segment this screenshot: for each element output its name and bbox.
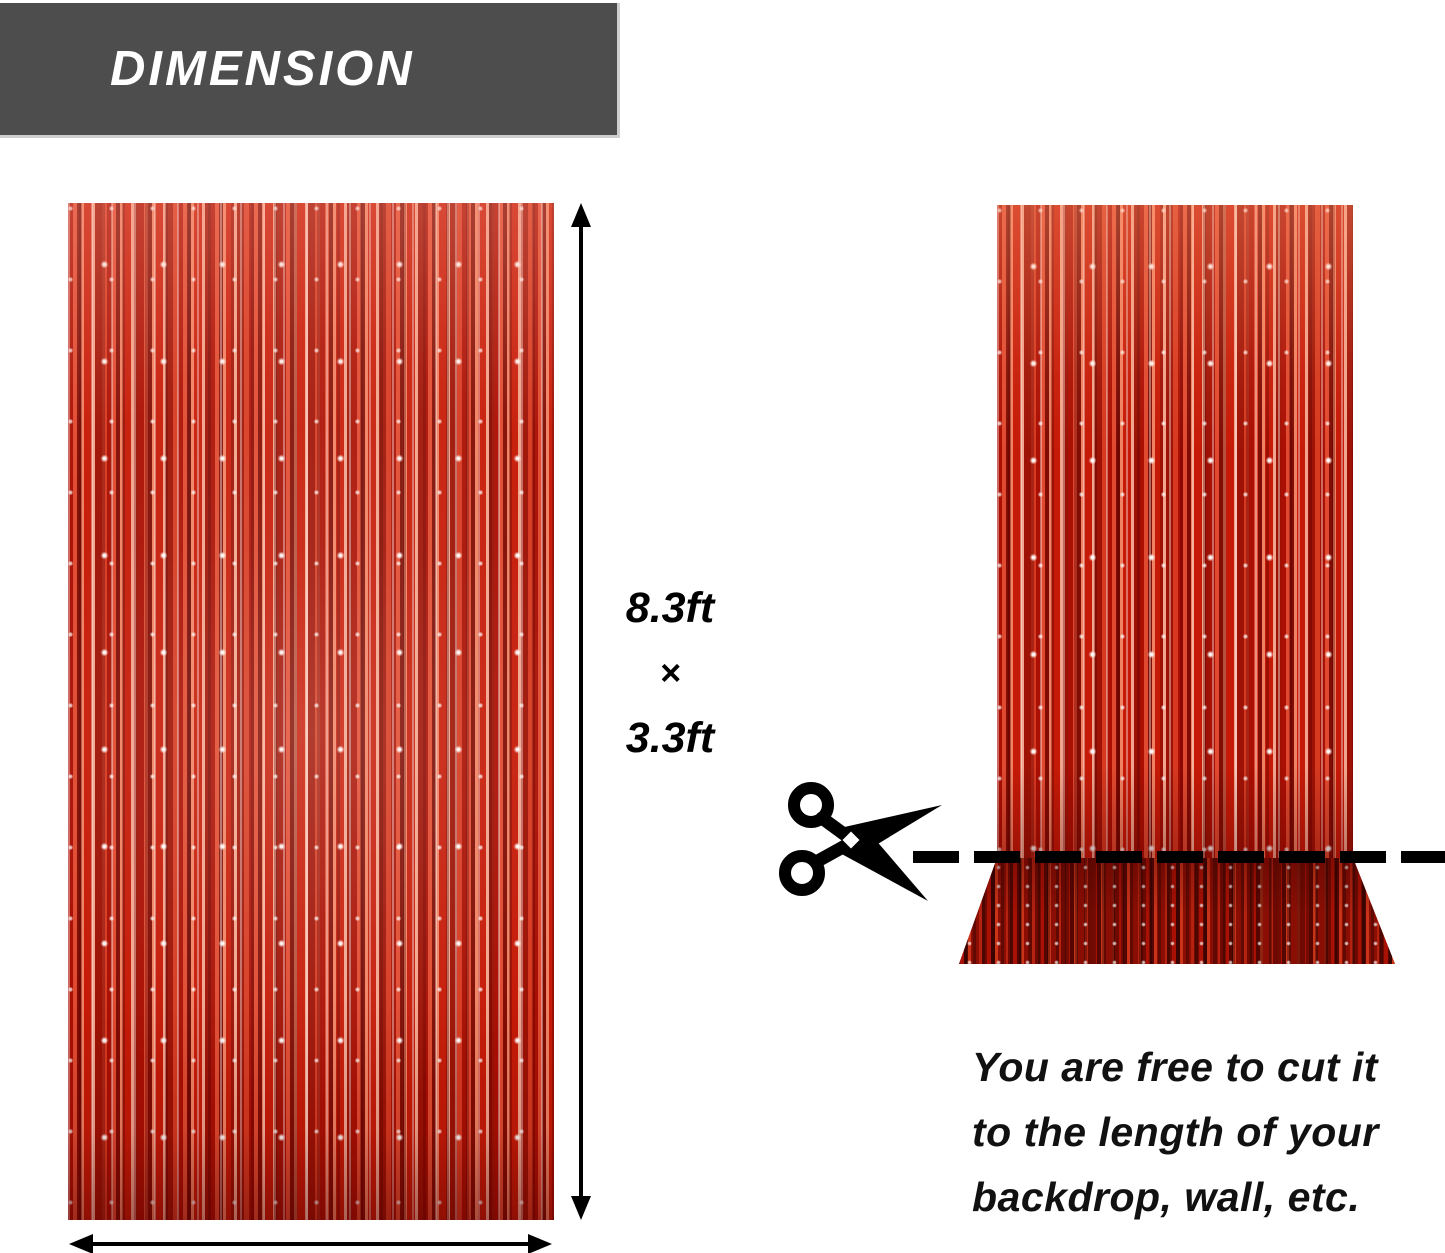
curtain-floor-piece — [959, 858, 1395, 964]
arrowhead-left-icon — [69, 1234, 93, 1253]
arrowhead-right-icon — [528, 1234, 552, 1253]
dimension-banner: DIMENSION — [0, 3, 620, 138]
arrowhead-up-icon — [571, 203, 591, 227]
page-title: DIMENSION — [110, 42, 415, 96]
width-arrow — [69, 1234, 552, 1253]
curtain-photo-full — [68, 203, 554, 1220]
cut-note-line: to the length of your — [972, 1109, 1379, 1155]
dashed-cut-line — [913, 851, 1445, 863]
width-value: 3.3ft — [625, 714, 715, 762]
cut-note-line: You are free to cut it — [972, 1044, 1378, 1090]
multiply-sign: × — [659, 652, 681, 693]
arrowhead-down-icon — [571, 1196, 591, 1220]
scissors-icon — [779, 782, 942, 901]
size-label: 8.3ft × 3.3ft — [600, 575, 740, 771]
height-arrow — [571, 203, 591, 1220]
arrow-line — [85, 1242, 536, 1246]
cut-note: You are free to cut it to the length of … — [972, 1035, 1412, 1230]
arrow-line — [579, 219, 583, 1204]
cut-note-line: backdrop, wall, etc. — [972, 1174, 1361, 1220]
curtain-photo-cut — [997, 205, 1353, 858]
height-value: 8.3ft — [625, 584, 715, 632]
